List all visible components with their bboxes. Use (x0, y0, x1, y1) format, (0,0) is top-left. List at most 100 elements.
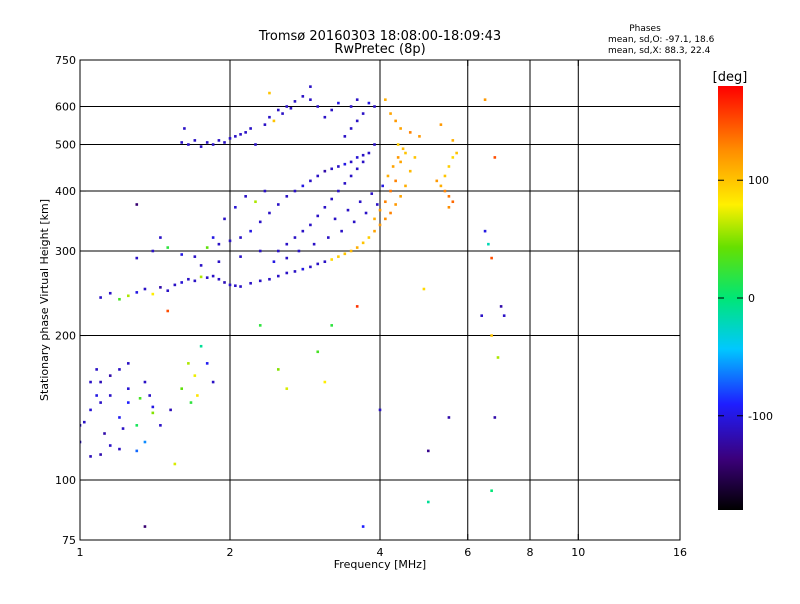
data-point (378, 408, 382, 412)
data-point (323, 380, 327, 384)
data-point (330, 258, 334, 261)
data-point (135, 256, 139, 260)
data-point (330, 197, 334, 201)
data-point (276, 368, 280, 371)
data-point (426, 500, 430, 504)
data-point (223, 217, 226, 221)
y-tick-label: 100 (55, 474, 76, 487)
y-tick-label: 75 (62, 534, 76, 547)
data-point (293, 270, 297, 273)
data-point (143, 440, 147, 444)
data-point (118, 368, 121, 371)
x-tick-label: 8 (527, 546, 534, 559)
data-point (352, 220, 356, 224)
data-point (148, 394, 152, 397)
data-point (384, 217, 387, 221)
data-point (89, 408, 92, 412)
data-point (301, 184, 305, 188)
data-point (337, 101, 340, 105)
data-point (180, 387, 184, 390)
data-point (422, 287, 426, 291)
data-point (490, 489, 493, 493)
data-point (205, 141, 209, 144)
data-point (169, 408, 172, 412)
data-point (330, 167, 334, 171)
data-point (355, 305, 359, 308)
data-point (276, 203, 280, 206)
data-point (297, 249, 301, 253)
data-point (367, 151, 371, 155)
data-point (404, 184, 407, 188)
data-point (193, 255, 197, 258)
data-point (413, 156, 417, 159)
data-point (316, 105, 320, 108)
data-point (323, 205, 327, 209)
y-tick-label: 750 (55, 54, 76, 67)
data-point (349, 127, 353, 130)
data-point (426, 449, 430, 453)
x-tick-label: 4 (377, 546, 384, 559)
data-point (281, 112, 284, 115)
data-point (443, 174, 447, 178)
y-tick-label: 500 (55, 139, 76, 152)
data-point (249, 127, 252, 130)
data-point (337, 255, 340, 258)
data-point (196, 394, 199, 397)
y-tick-label: 400 (55, 185, 76, 198)
data-point (367, 101, 371, 105)
data-point (135, 424, 139, 427)
data-point (285, 256, 289, 260)
data-point (211, 143, 215, 146)
data-point (316, 174, 320, 178)
data-point (126, 401, 130, 404)
y-tick-label: 200 (55, 330, 76, 343)
data-point (293, 189, 297, 193)
x-tick-label: 1 (77, 546, 84, 559)
data-point (285, 271, 289, 275)
stats-o-mode: mean, sd,O: -97.1, 18.6 (608, 35, 715, 45)
data-point (244, 195, 247, 198)
data-point (211, 380, 215, 384)
data-point (394, 179, 397, 183)
data-point (343, 252, 347, 256)
data-point (451, 200, 455, 204)
data-point (89, 380, 92, 384)
data-point (285, 242, 289, 246)
data-point (166, 289, 170, 292)
data-point (151, 411, 155, 415)
data-point (309, 85, 312, 88)
data-point (394, 203, 397, 206)
data-point (151, 405, 155, 409)
chart-title: Tromsø 20160303 18:08:00-18:09:43 (258, 29, 501, 44)
colorbar-tick-label: 0 (748, 292, 755, 305)
data-point (118, 416, 121, 419)
stats-x-mode: mean, sd,X: 88.3, 22.4 (608, 46, 711, 56)
data-point (189, 401, 193, 404)
data-point (228, 137, 232, 140)
data-point (364, 211, 368, 215)
data-point (135, 449, 139, 453)
data-point (268, 211, 271, 215)
data-point (249, 281, 252, 285)
data-point (327, 236, 330, 239)
data-point (496, 356, 500, 359)
data-point (316, 350, 320, 354)
data-point (272, 260, 276, 264)
data-point (268, 115, 271, 119)
data-point (272, 119, 276, 123)
stats-title: Phases (629, 24, 661, 34)
data-point (361, 241, 365, 245)
data-point (151, 292, 155, 296)
data-point (118, 447, 121, 451)
data-point (435, 179, 439, 183)
data-point (309, 223, 312, 227)
data-point (389, 211, 392, 215)
data-point (309, 179, 312, 183)
data-point (268, 91, 271, 95)
data-point (223, 281, 226, 284)
data-point (373, 217, 376, 221)
colorbar-tick-label: 100 (748, 174, 769, 187)
data-point (451, 139, 455, 142)
data-point (375, 203, 379, 206)
data-point (199, 145, 203, 148)
